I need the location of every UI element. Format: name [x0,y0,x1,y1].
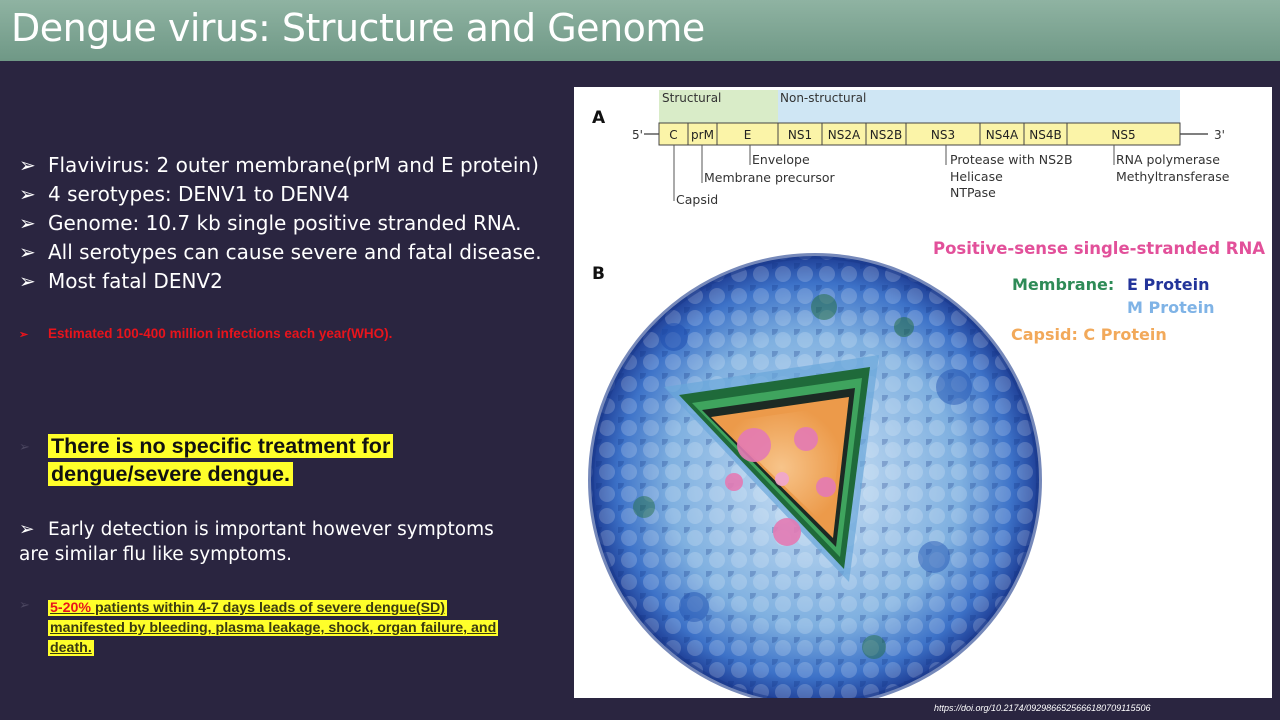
structural-region [659,90,778,125]
bullet: ➢ Genome: 10.7 kb single positive strande… [19,211,522,235]
ntpase-label: NTPase [950,185,996,200]
arrow-bullet-icon: ➢ [19,153,36,177]
e-protein-legend: E Protein [1127,275,1209,294]
arrow-bullet-icon: ➢ [19,440,30,455]
slide-title: Dengue virus: Structure and Genome [11,6,705,50]
bullet: ➢ 4 serotypes: DENV1 to DENV4 [19,182,350,206]
estimate-bullet: ➢ Estimated 100-400 million infections ea… [19,326,393,341]
gene-label: NS2B [870,128,902,142]
title-bar [0,0,1280,61]
gene-segment [1066,122,1181,146]
bullet: ➢ Most fatal DENV2 [19,269,223,293]
virion-illustration [588,253,1042,707]
rna-polymerase-label: RNA polymerase [1116,152,1220,167]
protease-label: Protease with NS2B [950,152,1073,167]
arrow-bullet-icon: ➢ [19,329,29,341]
bullet: ➢ All serotypes can cause severe and fata… [19,240,542,264]
envelope-label: Envelope [752,152,810,167]
panel-a-label: A [592,108,606,128]
arrow-bullet-icon: ➢ [19,598,30,613]
gene-label: NS4A [986,128,1019,142]
gene-label: NS4B [1029,128,1061,142]
severe-dengue-callout: 5-20% patients within 4-7 days leads of … [48,600,499,656]
panel-b-label: B [592,264,605,284]
three-prime-label: 3' [1214,128,1225,142]
non-structural-region [778,90,1180,125]
structural-label: Structural [662,91,721,105]
helicase-label: Helicase [950,169,1003,184]
capsid-legend: Capsid: C Protein [1011,325,1167,344]
doi-citation: https://doi.org/10.2174/0929866525666180… [934,703,1151,713]
no-treatment-callout: There is no specific treatment for dengu… [48,432,394,488]
gene-label: NS5 [1111,128,1135,142]
rna-legend: Positive-sense single-stranded RNA [933,239,1265,258]
five-prime-label: 5' [632,128,643,142]
m-protein-legend: M Protein [1127,298,1214,317]
gene-label: NS2A [828,128,861,142]
gene-label: C [669,128,677,142]
non-structural-label: Non-structural [780,91,866,105]
gene-label: E [744,128,752,142]
arrow-bullet-icon: ➢ [19,240,36,264]
membrane-precursor-label: Membrane precursor [704,170,836,185]
arrow-bullet-icon: ➢ [19,182,36,206]
early-detection-text: ➢ Early detection is important however sy… [19,519,494,565]
gene-label: NS1 [788,128,812,142]
arrow-bullet-icon: ➢ [19,269,36,293]
arrow-bullet-icon: ➢ [19,519,35,540]
methyltransferase-label: Methyltransferase [1116,169,1230,184]
membrane-legend: Membrane: [1012,275,1114,294]
gene-label: NS3 [931,128,955,142]
bullet: ➢ Flavivirus: 2 outer membrane(prM and E … [19,153,539,177]
gene-label: prM [691,128,714,142]
capsid-gene-label: Capsid [676,192,718,207]
arrow-bullet-icon: ➢ [19,211,36,235]
